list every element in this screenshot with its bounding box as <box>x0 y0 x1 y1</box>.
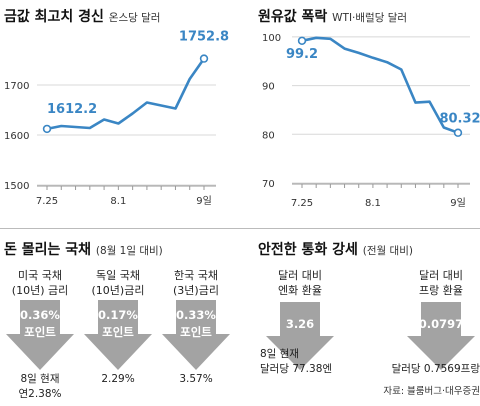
bonds-title: 돈 몰리는 국채 (8월 1일 대비) <box>4 242 163 258</box>
bond-item-de: 독일 국채 (10년)금리 <box>80 268 156 298</box>
x-tick-label: 7.25 <box>36 196 58 207</box>
x-tick-label: 7.25 <box>291 198 313 209</box>
currency-value-franc: 달러당 0.7569프랑 <box>391 363 480 375</box>
x-tick-label: 9일 <box>196 195 212 207</box>
currency-subtitle: (전월 대비) <box>362 245 413 257</box>
data-label: 99.2 <box>286 47 318 62</box>
endpoint-marker <box>42 124 52 134</box>
gold-series-line <box>46 57 206 131</box>
bond-value-us-rate: 연2.38% <box>18 388 62 400</box>
bond-change-us: 0.36% <box>20 308 60 322</box>
endpoint-marker <box>453 128 463 137</box>
x-tick-label: 9일 <box>450 197 466 209</box>
y-tick-label: 1700 <box>4 81 29 92</box>
currency-item-franc: 달러 대비 프랑 환율 <box>402 268 480 298</box>
oil-series-line <box>301 36 459 134</box>
currency-item-yen: 달러 대비 엔화 환율 <box>256 268 344 298</box>
y-tick-label: 1600 <box>4 131 29 142</box>
x-tick-label: 8.1 <box>365 198 381 209</box>
oil-line-chart: 70 80 90 100 7.25 8.1 9일 99.2 80.32 <box>262 33 480 209</box>
source-note: 자료: 블룸버그·대우증권 <box>383 386 480 397</box>
endpoint-marker <box>199 54 209 63</box>
currency-label-franc: 달러 대비 <box>419 269 463 282</box>
bond-unit-de: 포인트 <box>102 325 134 339</box>
data-label: 80.32 <box>439 112 480 127</box>
bond-change-kr: 0.33% <box>176 308 216 322</box>
y-tick-label: 1500 <box>4 181 29 192</box>
gold-chart-subtitle: 온스당 달러 <box>108 12 161 24</box>
oil-chart-subtitle: WTI·배럴당 달러 <box>332 12 408 24</box>
currency-label-franc-rate: 프랑 환율 <box>419 284 463 297</box>
currency-label-yen: 달러 대비 <box>278 269 322 282</box>
bond-change-de: 0.17% <box>98 308 138 322</box>
y-tick-label: 90 <box>262 82 275 93</box>
y-tick-label: 70 <box>262 179 275 190</box>
bond-value-de: 2.29% <box>101 373 135 385</box>
currency-value-yen: 8일 현재 <box>260 348 299 360</box>
data-label: 1752.8 <box>179 30 229 45</box>
bond-item-us: 미국 국채 (10년) 금리 <box>2 268 78 298</box>
currency-value-yen-rate: 달러당 77.38엔 <box>260 363 333 375</box>
bond-label-kr-term: (3년)금리 <box>173 284 219 297</box>
bond-value-kr: 3.57% <box>179 373 213 385</box>
bond-label-de: 독일 국채 <box>96 269 140 282</box>
bond-label-kr: 한국 국채 <box>174 269 218 282</box>
bond-label-us-term: (10년) 금리 <box>11 284 69 297</box>
bond-arrow-de <box>84 300 152 370</box>
bond-unit-kr: 포인트 <box>180 325 212 339</box>
bond-label-us: 미국 국채 <box>18 269 62 282</box>
currency-title: 안전한 통화 강세 (전월 대비) <box>258 242 413 258</box>
bond-unit-us: 포인트 <box>24 325 56 339</box>
bond-item-kr: 한국 국채 (3년)금리 <box>158 268 234 298</box>
bond-arrow-kr <box>162 300 230 370</box>
x-tick-label: 8.1 <box>110 196 126 207</box>
currency-change-franc: 0.0797 <box>418 317 464 331</box>
currency-change-yen: 3.26 <box>285 317 315 331</box>
y-tick-label: 100 <box>262 33 281 44</box>
gold-line-chart: 1500 1600 1700 7.25 8.1 9일 1612.2 1752.8 <box>4 30 229 207</box>
bond-arrow-us <box>6 300 74 370</box>
bond-value-us: 8일 현재 <box>20 373 60 385</box>
currency-arrow-yen <box>266 302 334 370</box>
gold-chart-title: 금값 최고치 경신 온스당 달러 <box>4 9 161 25</box>
currency-label-yen-rate: 엔화 환율 <box>278 284 322 297</box>
currency-arrow-franc <box>407 302 475 370</box>
bond-label-de-term: (10년)금리 <box>91 284 145 297</box>
data-label: 1612.2 <box>47 102 97 117</box>
bonds-subtitle: (8월 1일 대비) <box>95 245 163 257</box>
oil-chart-title: 원유값 폭락 WTI·배럴당 달러 <box>258 9 408 25</box>
section-divider <box>0 228 480 229</box>
y-tick-label: 80 <box>262 130 275 141</box>
endpoint-marker <box>297 36 307 45</box>
